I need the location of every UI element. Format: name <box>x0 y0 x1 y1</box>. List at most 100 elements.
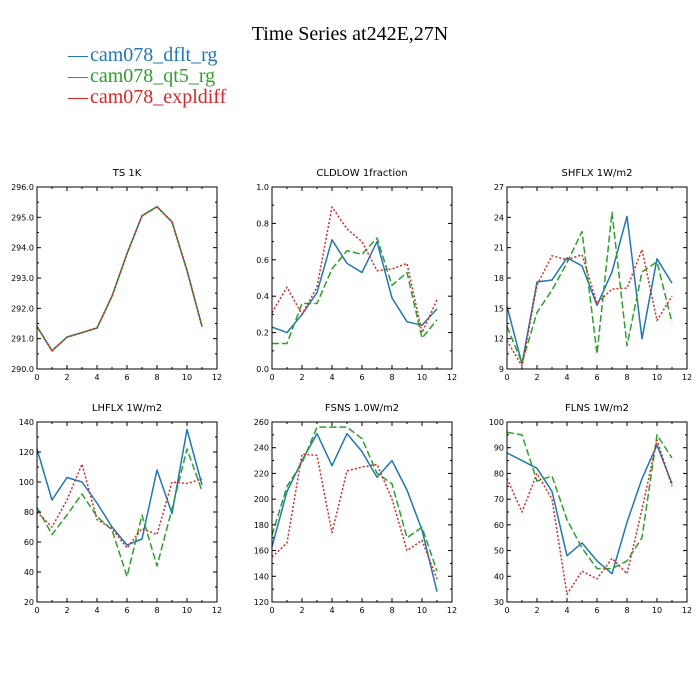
y-tick-label: 90 <box>494 444 504 453</box>
y-tick-label: 80 <box>494 469 504 478</box>
x-tick-label: 2 <box>64 373 69 382</box>
y-tick-label: 240 <box>254 444 269 453</box>
y-tick-label: 294.0 <box>11 244 34 253</box>
panel-title: SHFLX 1W/m2 <box>562 168 633 179</box>
x-tick-label: 12 <box>682 373 692 382</box>
x-tick-label: 10 <box>182 373 192 382</box>
legend-entry-qt5: — cam078_qt5_rg <box>67 65 215 87</box>
x-tick-label: 10 <box>417 606 427 615</box>
x-tick-label: 4 <box>564 373 569 382</box>
y-tick-label: 293.0 <box>11 274 34 283</box>
y-tick-label: 20 <box>24 598 34 607</box>
x-tick-label: 6 <box>124 606 129 615</box>
y-tick-label: 160 <box>254 547 269 556</box>
x-tick-label: 6 <box>124 373 129 382</box>
x-tick-label: 10 <box>652 373 662 382</box>
y-tick-label: 15 <box>494 304 504 313</box>
plot-frame <box>271 421 453 603</box>
x-tick-label: 8 <box>624 606 629 615</box>
y-tick-label: 9 <box>499 365 504 374</box>
chart-panel-6: FLNS 1W/m2 0 2 4 6 8 10 12 30 40 50 60 70 80 90 100 <box>489 403 692 615</box>
y-tick-label: 100 <box>19 478 34 487</box>
x-tick-label: 6 <box>594 606 599 615</box>
legend-label-qt5: cam078_qt5_rg <box>90 65 215 87</box>
x-tick-label: 8 <box>389 373 394 382</box>
panel-title: FLNS 1W/m2 <box>565 403 629 414</box>
y-tick-label: 0.4 <box>256 292 269 301</box>
x-tick-label: 8 <box>154 606 159 615</box>
y-tick-label: 21 <box>494 244 504 253</box>
legend-label-dflt: cam078_dflt_rg <box>90 44 217 66</box>
series-line-3 <box>36 205 203 352</box>
x-tick-label: 4 <box>329 606 334 615</box>
chart-panel-4: LHFLX 1W/m2 0 2 4 6 8 10 12 20 40 60 80 100 120 140 <box>19 403 222 615</box>
y-tick-label: 60 <box>24 538 34 547</box>
series-line-2 <box>36 205 203 352</box>
x-tick-label: 12 <box>212 373 222 382</box>
series-line-1 <box>271 432 438 592</box>
x-tick-label: 12 <box>447 373 457 382</box>
x-tick-label: 0 <box>269 606 274 615</box>
x-tick-label: 6 <box>359 606 364 615</box>
y-tick-label: 100 <box>489 418 504 427</box>
x-tick-label: 8 <box>389 606 394 615</box>
series-line-3 <box>36 463 203 549</box>
plot-frame <box>506 421 688 603</box>
y-tick-label: 40 <box>494 572 504 581</box>
x-tick-label: 10 <box>652 606 662 615</box>
y-tick-label: 60 <box>494 521 504 530</box>
x-tick-label: 12 <box>447 606 457 615</box>
y-tick-label: 180 <box>254 521 269 530</box>
x-tick-label: 2 <box>299 606 304 615</box>
y-tick-label: 0.2 <box>256 329 269 338</box>
y-tick-label: 290.0 <box>11 365 34 374</box>
series-line-2 <box>506 211 673 364</box>
y-tick-label: 220 <box>254 469 269 478</box>
x-tick-label: 10 <box>182 606 192 615</box>
x-tick-label: 6 <box>359 373 364 382</box>
x-tick-label: 12 <box>682 606 692 615</box>
x-tick-label: 4 <box>94 606 99 615</box>
plot-frame <box>36 421 218 603</box>
chart-panel-1: TS 1K 0 2 4 6 8 10 12 290.0 291.0 292.0 293.0 294.0 2… <box>11 168 222 382</box>
chart-panel-2: CLDLOW 1fraction 0 2 4 6 8 10 12 0.0 0.2 0.4 0.6 0.8… <box>256 168 457 382</box>
legend-entry-expldiff: — cam078_expldiff <box>67 86 227 108</box>
panel-title: FSNS 1.0W/m2 <box>325 403 399 414</box>
panel-title: CLDLOW 1fraction <box>316 168 407 179</box>
x-tick-label: 6 <box>594 373 599 382</box>
x-tick-label: 0 <box>269 373 274 382</box>
y-tick-label: 1.0 <box>256 183 269 192</box>
x-tick-label: 4 <box>564 606 569 615</box>
series-line-3 <box>271 453 438 580</box>
plot-frame <box>506 186 688 370</box>
y-tick-label: 200 <box>254 495 269 504</box>
y-tick-label: 12 <box>494 335 504 344</box>
y-tick-label: 120 <box>19 448 34 457</box>
y-tick-label: 0.0 <box>256 365 269 374</box>
legend-dash-dflt: — <box>67 44 89 66</box>
x-tick-label: 4 <box>329 373 334 382</box>
panel-title: TS 1K <box>112 168 142 179</box>
legend: — cam078_dflt_rg — cam078_qt5_rg — cam07… <box>67 44 227 108</box>
x-tick-label: 10 <box>417 373 427 382</box>
y-tick-label: 50 <box>494 547 504 556</box>
series-line-3 <box>506 248 673 367</box>
x-tick-label: 0 <box>34 373 39 382</box>
y-tick-label: 30 <box>494 598 504 607</box>
legend-entry-dflt: — cam078_dflt_rg <box>67 44 217 66</box>
series-line-3 <box>506 439 673 596</box>
x-tick-label: 8 <box>624 373 629 382</box>
y-tick-label: 70 <box>494 495 504 504</box>
y-tick-label: 292.0 <box>11 304 34 313</box>
series-line-2 <box>272 237 438 345</box>
x-tick-label: 0 <box>504 373 509 382</box>
x-tick-label: 0 <box>34 606 39 615</box>
legend-label-expldiff: cam078_expldiff <box>90 86 227 108</box>
plot-frame <box>36 186 218 370</box>
x-tick-label: 8 <box>154 373 159 382</box>
x-tick-label: 2 <box>64 606 69 615</box>
panels: TS 1K 0 2 4 6 8 10 12 290.0 2 9 1.0 292.0 293.0 294.0 2… <box>11 168 692 615</box>
panel-title: LHFLX 1W/m2 <box>92 403 162 414</box>
x-tick-label: 2 <box>534 373 539 382</box>
